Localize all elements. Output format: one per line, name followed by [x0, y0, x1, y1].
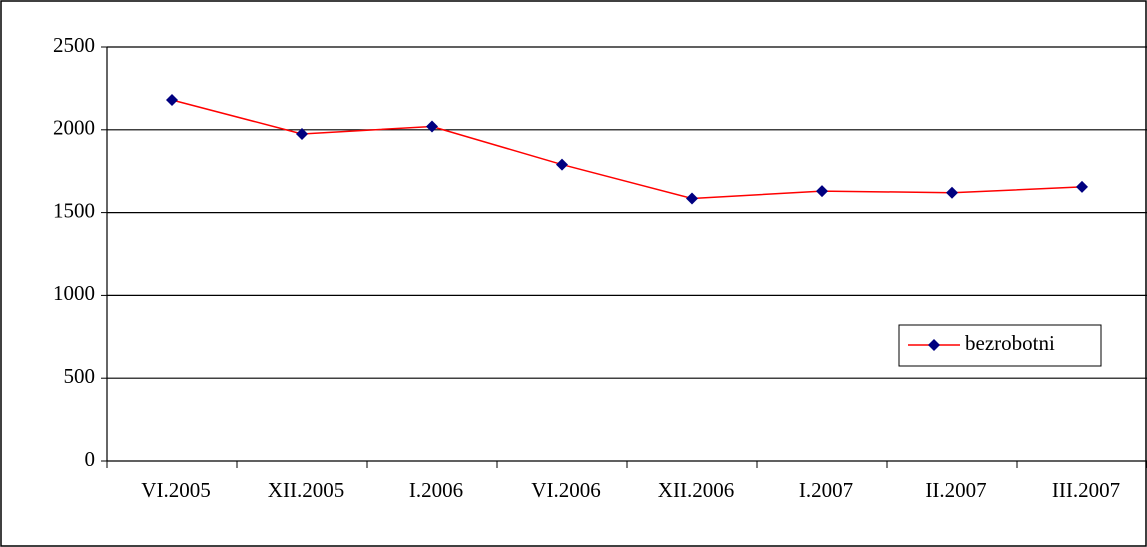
y-tick-label: 500 — [64, 364, 96, 388]
x-tick-label: III.2007 — [1052, 478, 1120, 502]
legend-marker — [928, 339, 940, 351]
y-tick-label: 2500 — [53, 33, 95, 57]
data-line — [171, 99, 1083, 200]
data-marker — [686, 192, 698, 205]
data-marker — [946, 186, 958, 199]
x-tick-label: XII.2006 — [658, 478, 734, 502]
data-marker — [166, 93, 178, 106]
data-marker — [426, 120, 438, 133]
x-tick-label: II.2007 — [925, 478, 986, 502]
x-tick-label: XII.2005 — [268, 478, 344, 502]
x-tick-label: VI.2006 — [531, 478, 600, 502]
y-tick-label: 1000 — [53, 281, 95, 305]
x-tick-label: I.2006 — [409, 478, 463, 502]
y-tick-label: 1500 — [53, 198, 95, 222]
legend-label: bezrobotni — [965, 331, 1055, 355]
data-marker — [296, 127, 308, 140]
data-marker — [556, 158, 568, 171]
legend-box — [898, 324, 1102, 367]
x-tick-label: VI.2005 — [141, 478, 210, 502]
legend: bezrobotni — [898, 324, 1102, 367]
data-marker — [1076, 180, 1088, 193]
y-tick-label: 0 — [85, 447, 96, 471]
x-tick-label: I.2007 — [799, 478, 853, 502]
data-marker — [816, 185, 828, 198]
y-tick-label: 2000 — [53, 116, 95, 140]
